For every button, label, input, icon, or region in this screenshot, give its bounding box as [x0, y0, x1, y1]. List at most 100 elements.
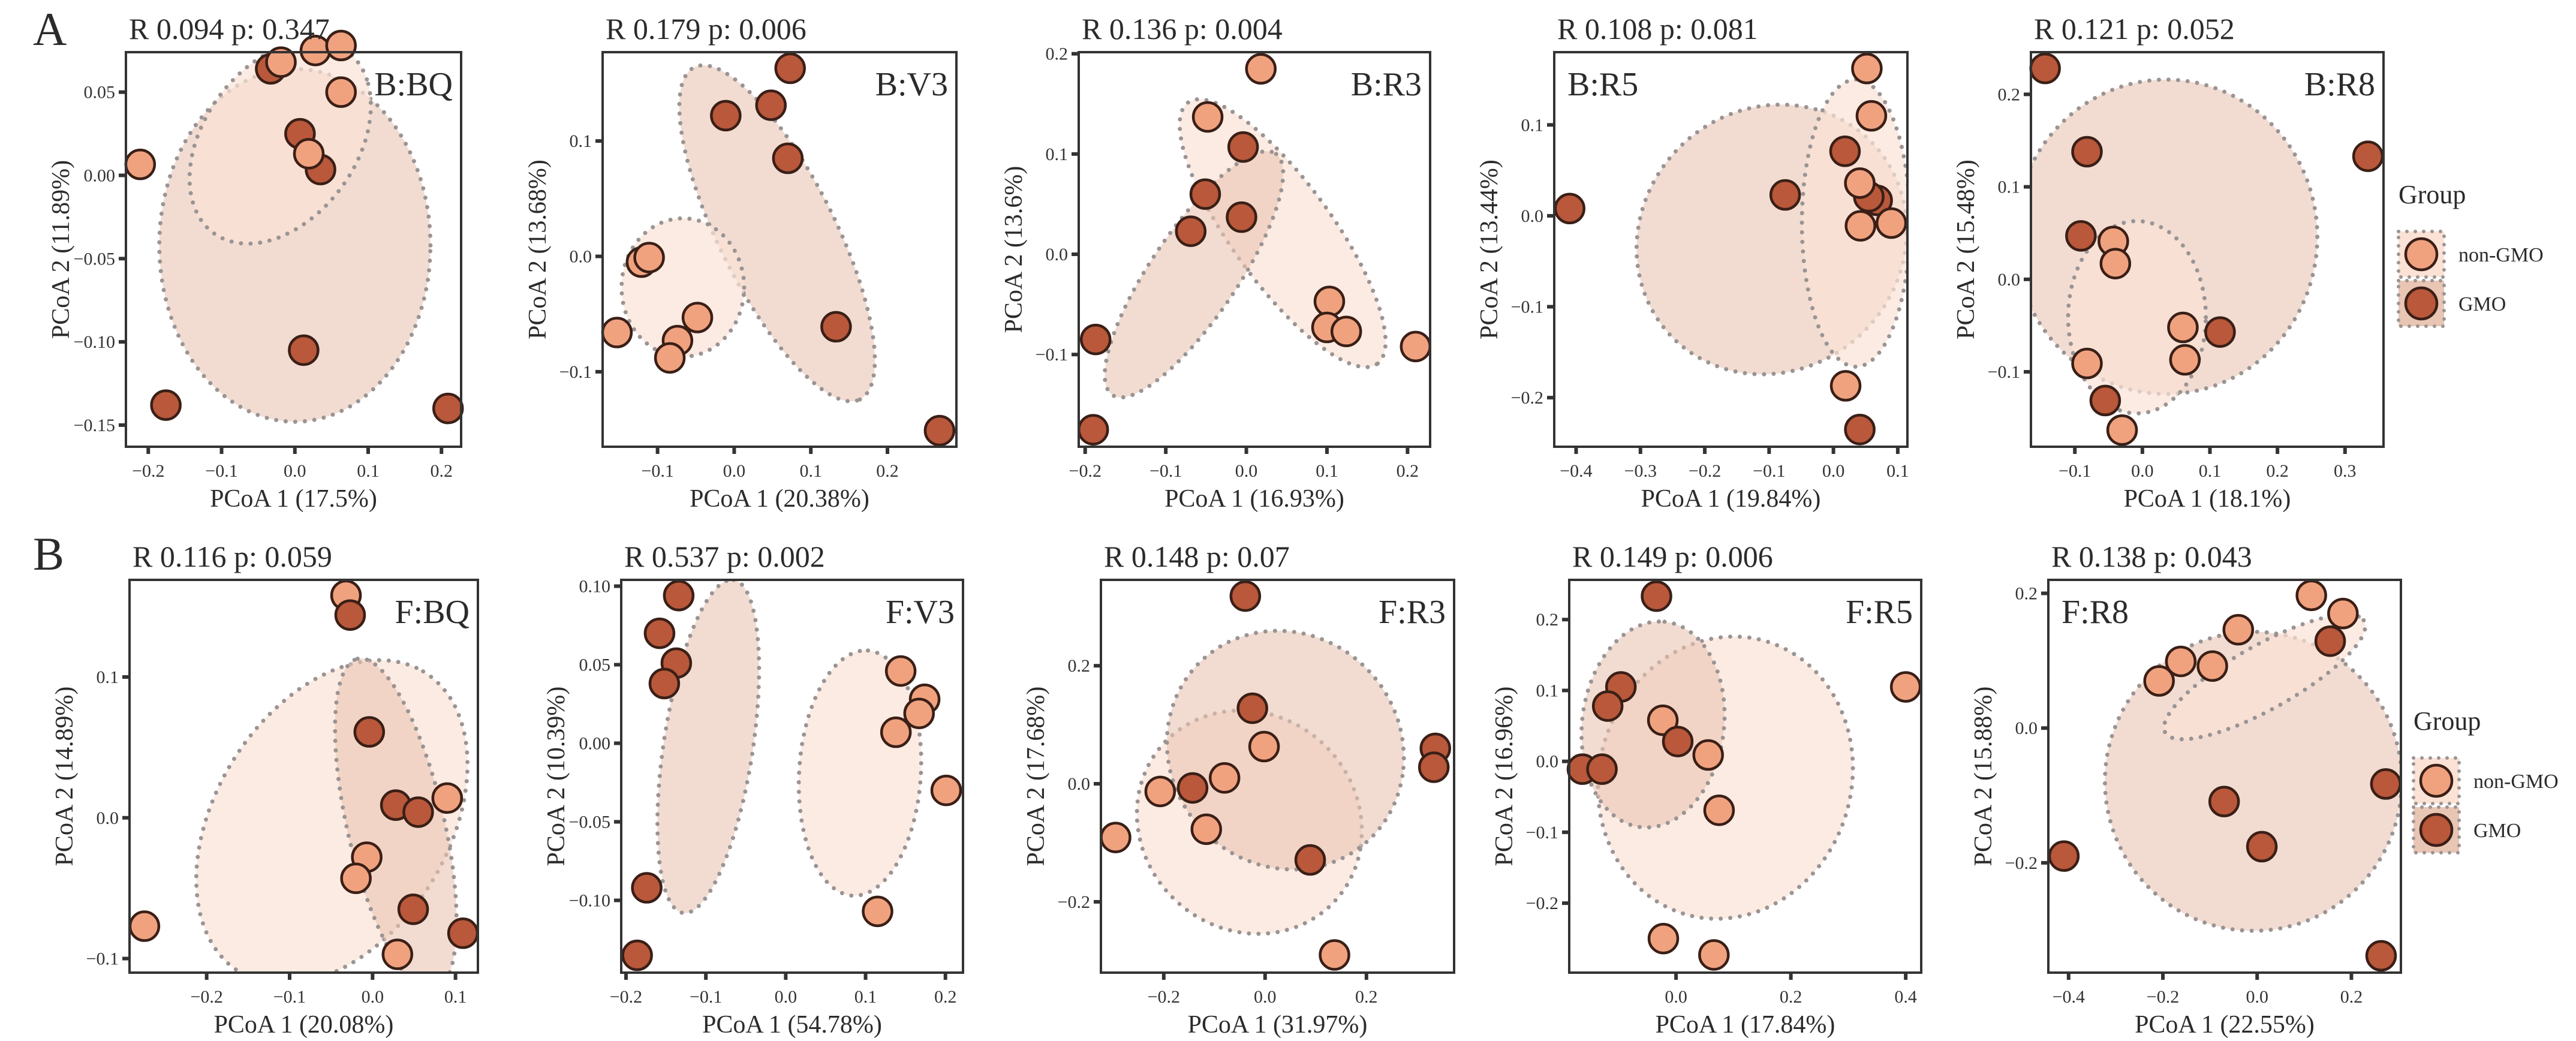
point-gmo [2089, 384, 2121, 417]
x-axis-label: PCoA 1 (22.55%) [2135, 1011, 2315, 1039]
point-non-gmo [2165, 645, 2197, 678]
panel-label: F:BQ [395, 594, 470, 631]
point-gmo [2029, 52, 2061, 85]
ellipses [1634, 77, 1907, 377]
y-tick-label: −0.2 [1526, 893, 1558, 913]
x-tick-label: 0.0 [362, 987, 384, 1007]
plot-frame [601, 51, 958, 448]
x-tick-label: −0.2 [1069, 461, 1102, 481]
panel-b-r8: −0.1 0.0 0.1 0.2 0.3 −0.1 0.0 0.1 0.2 PCoA 1 (18.… [1952, 12, 2385, 513]
point-gmo [1176, 772, 1209, 804]
y-axis-label: PCoA 2 (13.6%) [1000, 166, 1028, 333]
point-non-gmo [1647, 704, 1679, 736]
point-non-gmo [2295, 579, 2327, 612]
x-axis-label: PCoA 1 (19.84%) [1641, 485, 1821, 513]
point-non-gmo [1100, 822, 1131, 853]
plot-frame [1100, 579, 1455, 974]
anosim-stat: R 0.121 p: 0.052 [2034, 12, 2235, 46]
point-gmo [1077, 414, 1109, 446]
y-axis-label: PCoA 2 (13.68%) [524, 160, 552, 339]
point-gmo [1829, 136, 1861, 167]
point-non-gmo [633, 242, 665, 273]
point-non-gmo [1330, 315, 1362, 347]
y-tick-label: −0.15 [74, 416, 115, 435]
y-tick-label: 0.2 [1046, 44, 1069, 64]
point-non-gmo [654, 342, 686, 374]
y-tick-label: −0.1 [559, 362, 592, 382]
point-gmo [772, 142, 804, 174]
y-tick-label: 0.1 [97, 667, 119, 687]
point-gmo [150, 389, 182, 421]
y-axis-label: PCoA 2 (15.48%) [1952, 160, 1980, 339]
legend-label-gmo: GMO [2473, 820, 2521, 842]
x-tick-label: 0.0 [723, 461, 746, 481]
y-tick-label: 0.1 [1521, 115, 1544, 135]
panel-letter-b: B [33, 528, 64, 580]
y-tick-label: −0.1 [1526, 823, 1558, 843]
anosim-stat: R 0.179 p: 0.006 [606, 12, 806, 46]
x-tick-label: 0.1 [444, 987, 467, 1007]
point-non-gmo [1698, 939, 1730, 971]
point-non-gmo [381, 938, 414, 970]
x-tick-label: 0.1 [2199, 461, 2222, 481]
x-tick-label: −0.2 [1689, 461, 1721, 481]
points [601, 52, 956, 447]
point-non-gmo [325, 29, 357, 62]
y-tick-label: −0.2 [1511, 388, 1543, 408]
y-tick-label: −0.1 [1511, 297, 1543, 317]
point-gmo [1769, 179, 1801, 211]
y-tick-label: 0.1 [1998, 177, 2021, 197]
point-non-gmo [1208, 762, 1241, 794]
panel-f-r3: −0.2 0.0 0.2 −0.2 0.0 0.2 PCoA 1 (31.97%) PCoA … [1022, 540, 1455, 1039]
point-non-gmo [1851, 53, 1883, 85]
x-tick-label: −0.4 [2053, 987, 2085, 1007]
point-gmo [1662, 726, 1694, 757]
point-gmo [402, 796, 434, 828]
legend-label-non-gmo: non-GMO [2458, 244, 2544, 266]
y-tick-label: 0.00 [84, 166, 116, 185]
y-tick-label: 0.1 [1536, 681, 1559, 700]
plot-frame [1568, 579, 1922, 974]
x-tick-label: 0.0 [2246, 987, 2268, 1007]
y-tick-label: 0.05 [84, 83, 116, 103]
point-non-gmo [1844, 210, 1876, 242]
x-tick-label: −0.1 [205, 461, 237, 481]
point-non-gmo [2106, 414, 2138, 446]
point-non-gmo [1400, 330, 1432, 363]
legend-marker-non-gmo [2419, 763, 2454, 798]
x-axis-label: PCoA 1 (16.93%) [1164, 485, 1344, 513]
legend-group: Group non-GMO GMO [2397, 180, 2544, 328]
y-tick-label: −0.2 [2005, 853, 2038, 873]
x-tick-label: 0.2 [1780, 987, 1802, 1007]
y-tick-label: −0.05 [569, 812, 610, 832]
points [1554, 53, 1907, 446]
x-tick-label: 0.2 [1355, 987, 1378, 1007]
y-tick-label: −0.2 [1058, 892, 1090, 912]
point-gmo [1554, 192, 1585, 225]
point-non-gmo [2196, 650, 2228, 682]
x-tick-label: 0.4 [1894, 987, 1917, 1007]
x-tick-label: −0.2 [190, 987, 222, 1007]
x-tick-label: −0.2 [2147, 987, 2179, 1007]
y-tick-label: 0.2 [1536, 610, 1559, 630]
ellipses [157, 52, 433, 424]
point-non-gmo [2327, 597, 2359, 630]
y-tick-label: 0.10 [579, 576, 611, 596]
x-tick-label: 0.0 [1254, 987, 1277, 1007]
x-tick-label: 0.2 [430, 461, 453, 481]
x-tick-label: 0.0 [775, 987, 798, 1007]
legend-label-non-gmo: non-GMO [2473, 771, 2559, 793]
y-tick-label: 0.0 [2015, 718, 2038, 738]
point-non-gmo [1191, 101, 1224, 133]
anosim-stat: R 0.094 p: 0.347 [129, 12, 330, 46]
point-non-gmo [930, 774, 962, 807]
panel-label: B:R8 [2304, 66, 2375, 103]
x-axis-label: PCoA 1 (17.5%) [210, 485, 377, 513]
point-gmo [1189, 178, 1221, 210]
y-axis-label: PCoA 2 (10.39%) [543, 687, 570, 867]
panel-label: B:R3 [1351, 66, 1422, 103]
y-axis-label: PCoA 2 (15.88%) [1970, 687, 1997, 867]
point-non-gmo [2222, 613, 2255, 646]
x-tick-label: 0.0 [2131, 461, 2154, 481]
y-axis-label: PCoA 2 (17.68%) [1022, 687, 1050, 867]
